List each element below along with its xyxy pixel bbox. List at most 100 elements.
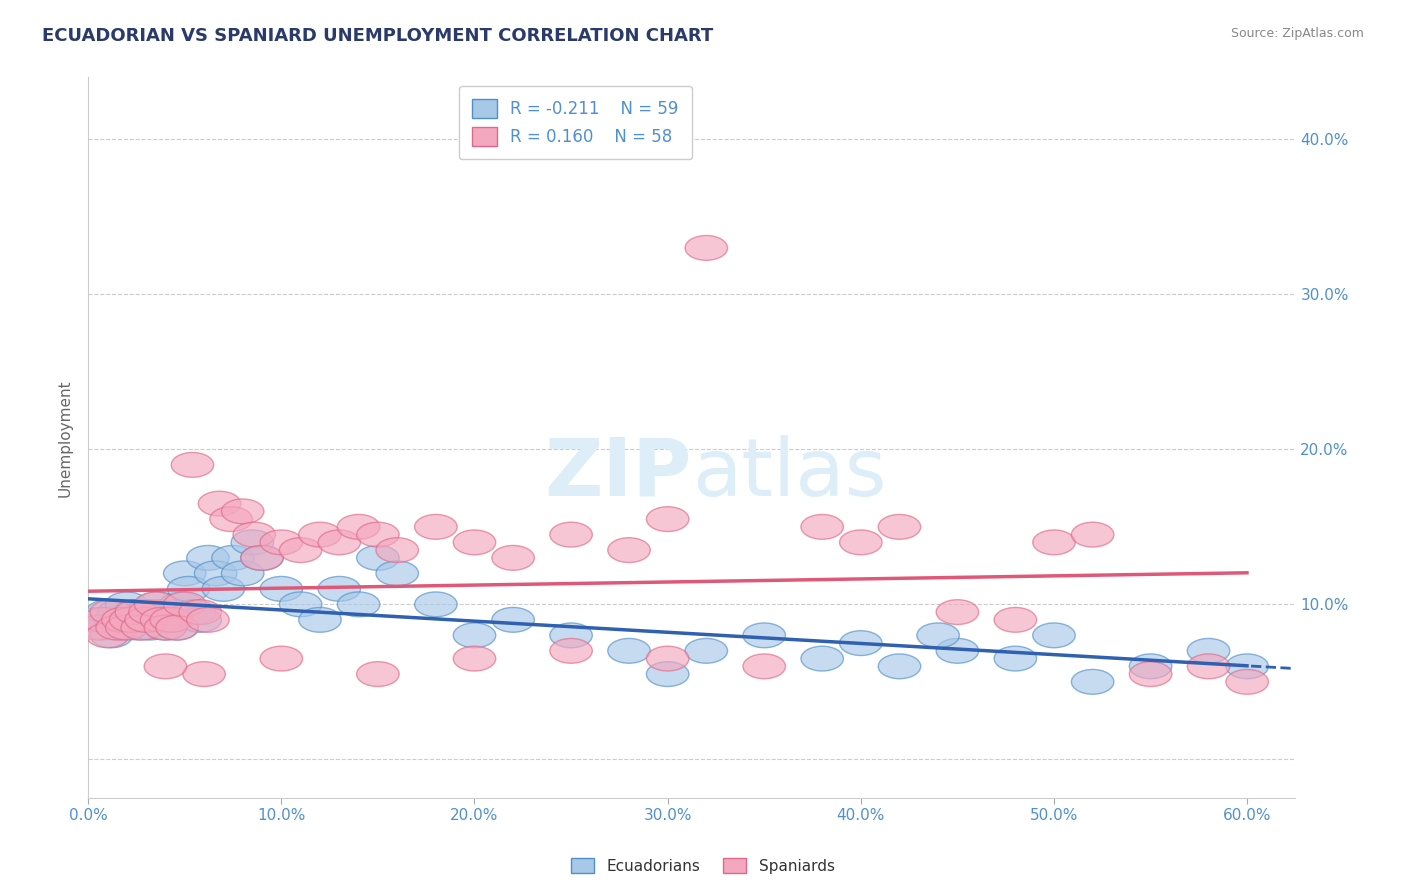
Ellipse shape — [125, 599, 167, 624]
Ellipse shape — [1129, 662, 1171, 687]
Ellipse shape — [685, 235, 727, 260]
Ellipse shape — [607, 639, 650, 664]
Ellipse shape — [1187, 654, 1230, 679]
Ellipse shape — [156, 615, 198, 640]
Ellipse shape — [994, 646, 1036, 671]
Text: Source: ZipAtlas.com: Source: ZipAtlas.com — [1230, 27, 1364, 40]
Ellipse shape — [194, 561, 236, 586]
Ellipse shape — [198, 491, 240, 516]
Ellipse shape — [453, 530, 496, 555]
Ellipse shape — [607, 538, 650, 563]
Ellipse shape — [492, 545, 534, 570]
Ellipse shape — [1129, 654, 1171, 679]
Ellipse shape — [839, 631, 882, 656]
Ellipse shape — [1226, 654, 1268, 679]
Ellipse shape — [1071, 669, 1114, 694]
Ellipse shape — [647, 662, 689, 687]
Ellipse shape — [936, 639, 979, 664]
Ellipse shape — [90, 599, 132, 624]
Ellipse shape — [240, 545, 283, 570]
Ellipse shape — [86, 623, 129, 648]
Ellipse shape — [132, 607, 176, 632]
Ellipse shape — [839, 530, 882, 555]
Ellipse shape — [221, 499, 264, 524]
Ellipse shape — [86, 599, 129, 624]
Ellipse shape — [221, 561, 264, 586]
Ellipse shape — [231, 530, 274, 555]
Ellipse shape — [647, 646, 689, 671]
Ellipse shape — [1033, 530, 1076, 555]
Ellipse shape — [260, 530, 302, 555]
Ellipse shape — [152, 599, 194, 624]
Ellipse shape — [337, 592, 380, 616]
Ellipse shape — [357, 545, 399, 570]
Ellipse shape — [357, 522, 399, 547]
Ellipse shape — [90, 623, 132, 648]
Ellipse shape — [801, 646, 844, 671]
Ellipse shape — [173, 599, 215, 624]
Ellipse shape — [105, 592, 148, 616]
Ellipse shape — [492, 607, 534, 632]
Ellipse shape — [1033, 623, 1076, 648]
Ellipse shape — [110, 607, 152, 632]
Ellipse shape — [114, 599, 156, 624]
Ellipse shape — [318, 576, 360, 601]
Ellipse shape — [280, 592, 322, 616]
Ellipse shape — [160, 592, 202, 616]
Ellipse shape — [179, 607, 221, 632]
Ellipse shape — [172, 452, 214, 477]
Ellipse shape — [83, 607, 125, 632]
Ellipse shape — [415, 592, 457, 616]
Ellipse shape — [187, 545, 229, 570]
Ellipse shape — [936, 599, 979, 624]
Ellipse shape — [121, 615, 163, 640]
Ellipse shape — [145, 615, 187, 640]
Ellipse shape — [742, 623, 786, 648]
Ellipse shape — [141, 607, 183, 632]
Ellipse shape — [209, 507, 252, 532]
Ellipse shape — [550, 639, 592, 664]
Ellipse shape — [994, 607, 1036, 632]
Text: ECUADORIAN VS SPANIARD UNEMPLOYMENT CORRELATION CHART: ECUADORIAN VS SPANIARD UNEMPLOYMENT CORR… — [42, 27, 713, 45]
Ellipse shape — [105, 615, 148, 640]
Ellipse shape — [550, 522, 592, 547]
Legend: R = -0.211    N = 59, R = 0.160    N = 58: R = -0.211 N = 59, R = 0.160 N = 58 — [458, 86, 692, 160]
Ellipse shape — [1226, 669, 1268, 694]
Ellipse shape — [298, 522, 342, 547]
Ellipse shape — [801, 515, 844, 540]
Ellipse shape — [280, 538, 322, 563]
Ellipse shape — [136, 592, 179, 616]
Ellipse shape — [260, 646, 302, 671]
Ellipse shape — [98, 599, 141, 624]
Ellipse shape — [110, 607, 152, 632]
Ellipse shape — [415, 515, 457, 540]
Ellipse shape — [94, 607, 136, 632]
Ellipse shape — [879, 654, 921, 679]
Ellipse shape — [141, 599, 183, 624]
Ellipse shape — [375, 561, 419, 586]
Ellipse shape — [212, 545, 254, 570]
Ellipse shape — [647, 507, 689, 532]
Ellipse shape — [917, 623, 959, 648]
Ellipse shape — [233, 522, 276, 547]
Ellipse shape — [453, 623, 496, 648]
Ellipse shape — [76, 607, 120, 632]
Ellipse shape — [129, 615, 172, 640]
Y-axis label: Unemployment: Unemployment — [58, 379, 72, 497]
Ellipse shape — [156, 615, 198, 640]
Ellipse shape — [117, 615, 160, 640]
Ellipse shape — [135, 592, 177, 616]
Ellipse shape — [148, 607, 191, 632]
Ellipse shape — [183, 662, 225, 687]
Text: ZIP: ZIP — [544, 434, 692, 513]
Ellipse shape — [83, 615, 125, 640]
Ellipse shape — [240, 545, 283, 570]
Ellipse shape — [879, 515, 921, 540]
Ellipse shape — [742, 654, 786, 679]
Ellipse shape — [1187, 639, 1230, 664]
Ellipse shape — [1071, 522, 1114, 547]
Ellipse shape — [145, 654, 187, 679]
Ellipse shape — [357, 662, 399, 687]
Ellipse shape — [129, 599, 172, 624]
Ellipse shape — [550, 623, 592, 648]
